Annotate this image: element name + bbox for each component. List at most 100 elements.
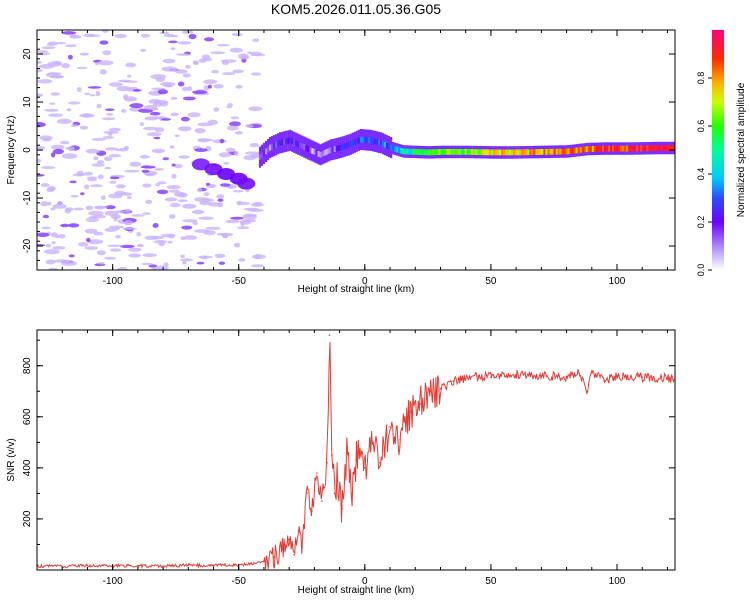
- noise-speckle: [232, 190, 245, 193]
- trace-cell: [275, 141, 278, 148]
- x-tick-label: 50: [485, 576, 497, 587]
- noise-speckle: [84, 246, 99, 250]
- snr-point: [306, 492, 308, 495]
- noise-speckle: [126, 196, 132, 199]
- noise-speckle: [148, 99, 162, 104]
- trace-cell: [269, 144, 272, 151]
- snr-point: [162, 565, 164, 567]
- noise-speckle: [107, 131, 113, 137]
- snr-point: [326, 462, 328, 464]
- noise-speckle: [181, 30, 194, 35]
- trace-cell: [396, 146, 399, 153]
- noise-speckle: [182, 73, 191, 78]
- noise-speckle: [89, 184, 103, 188]
- noise-speckle: [176, 53, 190, 56]
- trace-cell: [490, 149, 494, 156]
- trace-cell: [525, 149, 528, 156]
- trace-cell: [543, 149, 546, 155]
- noise-speckle: [104, 166, 112, 170]
- noise-speckle: [194, 197, 210, 202]
- noise-speckle: [50, 152, 56, 158]
- trace-cell: [402, 148, 405, 155]
- snr-point: [540, 375, 543, 377]
- trace-cell: [497, 149, 500, 156]
- noise-speckle: [171, 173, 177, 179]
- noise-speckle: [162, 58, 176, 64]
- noise-speckle: [60, 223, 70, 228]
- noise-speckle: [85, 205, 94, 211]
- noise-speckle: [180, 254, 185, 258]
- snr-point: [351, 492, 354, 495]
- noise-speckle: [180, 116, 190, 122]
- trace-cell: [347, 142, 350, 148]
- noise-speckle: [106, 113, 114, 116]
- noise-speckle: [155, 265, 169, 270]
- noise-speckle: [114, 210, 126, 214]
- noise-speckle: [76, 87, 82, 93]
- noise-speckle: [121, 109, 127, 113]
- noise-speckle: [197, 122, 214, 127]
- snr-point: [321, 500, 323, 502]
- trace-cell: [624, 145, 627, 152]
- noise-speckle: [96, 160, 105, 164]
- noise-speckle: [236, 200, 243, 206]
- noise-speckle: [45, 243, 52, 248]
- noise-speckle: [70, 194, 79, 198]
- trace-cell: [382, 140, 385, 147]
- noise-speckle: [214, 253, 226, 258]
- trace-cell: [424, 149, 427, 156]
- trace-cell: [365, 137, 368, 143]
- snr-point: [288, 538, 291, 541]
- trace-cell: [537, 149, 540, 155]
- trace-cell: [511, 149, 514, 156]
- noise-speckle: [45, 259, 56, 265]
- snr-point: [429, 390, 432, 393]
- noise-speckle: [230, 116, 240, 120]
- trace-cell: [384, 141, 387, 148]
- noise-speckle: [141, 262, 154, 266]
- trace-cell: [295, 140, 298, 147]
- noise-speckle: [142, 253, 158, 258]
- noise-speckle: [54, 234, 60, 239]
- trace-cell: [628, 145, 631, 152]
- noise-speckle: [95, 90, 101, 97]
- trace-cell: [369, 137, 373, 144]
- noise-speckle: [37, 158, 42, 163]
- noise-speckle: [233, 242, 241, 248]
- chart-title: KOM5.2026.011.05.36.G05: [271, 1, 441, 17]
- noise-speckle: [227, 103, 233, 107]
- trace-cell: [345, 142, 348, 149]
- noise-speckle: [169, 202, 181, 208]
- trace-cell: [325, 149, 328, 155]
- snr-point: [379, 462, 381, 464]
- noise-speckle: [163, 34, 175, 38]
- trace-cell: [527, 149, 530, 156]
- noise-speckle: [104, 256, 116, 260]
- noise-speckle: [225, 147, 236, 153]
- y-tick-label: 20: [22, 48, 33, 60]
- noise-speckle: [78, 242, 89, 247]
- colorbar-tick-label: 0.8: [696, 72, 706, 85]
- noise-speckle: [219, 138, 225, 144]
- noise-speckle: [249, 51, 262, 56]
- noise-speckle: [115, 235, 121, 239]
- trace-cell: [406, 148, 409, 155]
- noise-speckle: [114, 190, 126, 196]
- snr-point: [301, 543, 303, 546]
- noise-speckle: [154, 127, 165, 133]
- trace-cell: [373, 138, 377, 145]
- trace-cell: [501, 149, 504, 156]
- noise-speckle: [157, 89, 169, 95]
- noise-speckle: [192, 90, 208, 94]
- x-tick-label: 0: [362, 576, 368, 587]
- trace-cell: [499, 149, 502, 156]
- noise-speckle: [252, 201, 263, 206]
- trace-cell: [486, 149, 490, 156]
- noise-speckle: [39, 135, 53, 141]
- noise-speckle: [245, 151, 261, 155]
- noise-speckle: [103, 156, 113, 162]
- trace-cell: [262, 150, 266, 157]
- noise-speckle: [201, 54, 211, 60]
- noise-speckle: [94, 214, 107, 219]
- noise-speckle: [169, 145, 175, 149]
